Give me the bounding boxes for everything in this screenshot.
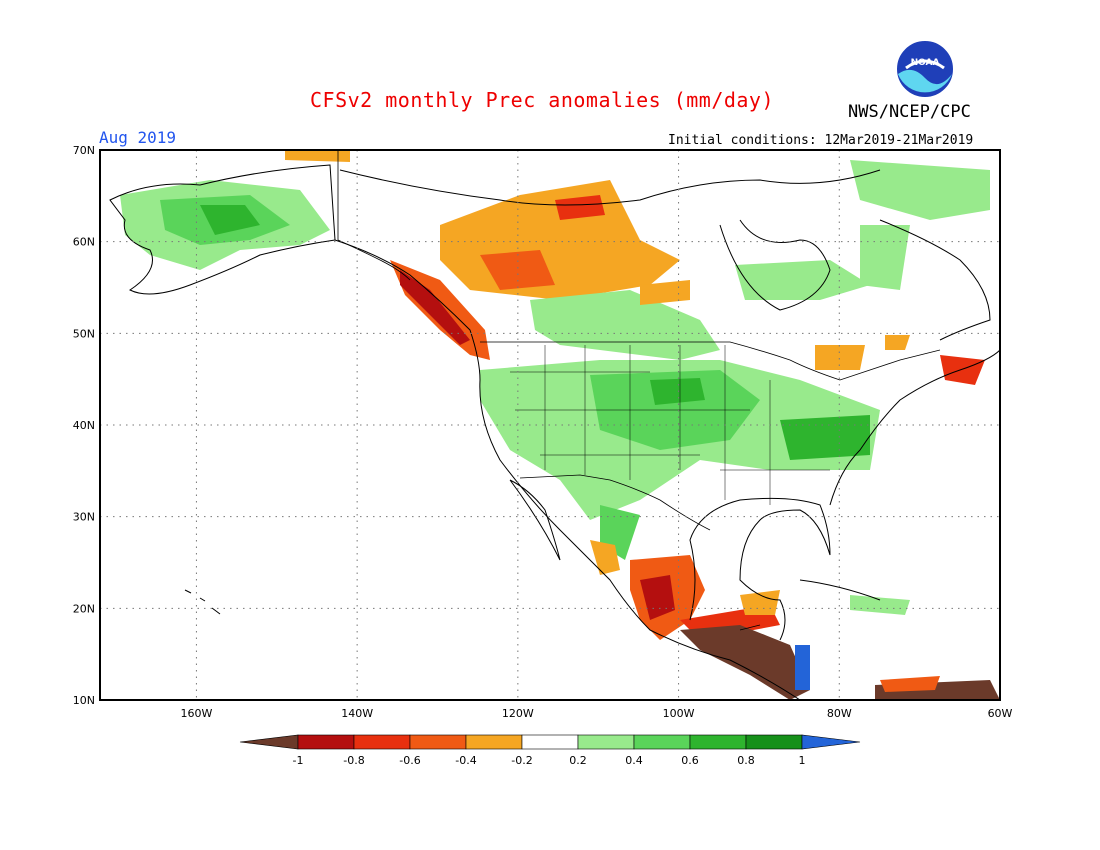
lon-label: 100W (663, 707, 695, 720)
colorbar-label: -0.2 (511, 754, 532, 767)
lon-label: 80W (827, 707, 852, 720)
colorbar: -1 -0.8 -0.6 -0.4 -0.2 0.2 0.4 0.6 0.8 1 (239, 734, 861, 767)
anomaly-arctic-coast-dry (285, 150, 350, 162)
lat-lon-grid (100, 150, 1000, 700)
forecast-month: Aug 2019 (99, 128, 177, 147)
anomaly-quebec-wet (735, 260, 870, 300)
colorbar-label: 0.4 (625, 754, 643, 767)
anomaly-sierra-dry (590, 540, 620, 575)
anomaly-yukon-dry (555, 195, 605, 220)
lat-label: 40N (73, 419, 95, 432)
anomaly-caribbean-wet (850, 595, 910, 615)
lon-label: 140W (341, 707, 373, 720)
border-us-canada (480, 341, 941, 381)
colorbar-label: 1 (799, 754, 806, 767)
map-frame (99, 149, 1001, 701)
anomaly-central-america-wet (795, 645, 810, 690)
colorbar-label: -0.8 (343, 754, 364, 767)
colorbar-swatch (689, 734, 747, 750)
lat-label: 30N (73, 511, 95, 524)
lon-label: 60W (988, 707, 1013, 720)
coastline-pacific (334, 239, 801, 700)
initial-conditions: Initial conditions: 12Mar2019-21Mar2019 (668, 133, 974, 148)
anomaly-maritimes-dry (940, 355, 985, 385)
colorbar-min-arrow (239, 734, 299, 750)
coastline-alaska (109, 164, 336, 295)
anomaly-south-america-dry-edge (880, 676, 940, 692)
noaa-logo: NOAA (895, 39, 955, 99)
axis-labels: 70N 60N 50N 40N 30N 20N 10N 160W 140W 120W 100W 80W… (73, 144, 1013, 720)
coastline-labrador (879, 219, 991, 341)
state-lines (510, 345, 830, 505)
colorbar-swatch (633, 734, 691, 750)
anomaly-great-lakes-dry (815, 345, 865, 370)
colorbar-label: -0.6 (399, 754, 420, 767)
coastlines (109, 164, 1000, 700)
anomaly-ohio-wet-core (780, 415, 870, 460)
border-alaska-canada (337, 150, 411, 281)
colorbar-swatch (745, 734, 803, 750)
colorbar-swatch (465, 734, 523, 750)
anomaly-labrador-wet (850, 160, 990, 220)
colorbar-label: 0.2 (569, 754, 587, 767)
anomaly-ontario-dry (885, 335, 910, 350)
border-mexico-guatemala (739, 624, 761, 631)
lat-label: 20N (73, 602, 95, 615)
colorbar-label: 0.8 (737, 754, 755, 767)
anomaly-nw-canada-dry-core (480, 250, 555, 290)
coastline-baja (509, 479, 561, 561)
coastline-cuba (799, 579, 881, 601)
coastline-hudson-bay (719, 219, 831, 311)
anomaly-central-america-very-dry (680, 625, 810, 700)
lat-label: 50N (73, 327, 95, 340)
lon-label: 120W (502, 707, 534, 720)
agency-label: NWS/NCEP/CPC (848, 102, 971, 122)
colorbar-label: 0.6 (681, 754, 699, 767)
colorbar-swatch (577, 734, 635, 750)
anomaly-sw-ontario-dry (640, 280, 690, 305)
colorbar-label: -0.4 (455, 754, 476, 767)
coastline-arctic (339, 169, 881, 206)
lon-label: 160W (180, 707, 212, 720)
boundaries (337, 150, 941, 631)
noaa-logo-text: NOAA (911, 58, 940, 68)
colorbar-max-arrow (801, 734, 861, 750)
anomaly-prairies-wet (530, 290, 720, 360)
colorbar-swatch (521, 734, 579, 750)
coastline-gulf (689, 497, 831, 641)
coastline-atlantic (829, 349, 1000, 506)
colorbar-swatch (409, 734, 467, 750)
lat-label: 10N (73, 694, 95, 707)
border-us-mexico (519, 474, 711, 531)
colorbar-label: -1 (293, 754, 304, 767)
colorbar-swatch (297, 734, 355, 750)
anomaly-ks-wet-max (650, 378, 705, 405)
colorbar-swatch (353, 734, 411, 750)
anomaly-pnw-coast-dry-core (400, 270, 470, 345)
coastline-hawaii (184, 589, 221, 615)
anomaly-alaska-wet-max (200, 205, 260, 235)
anomaly-hudson-east-wet (860, 225, 910, 290)
lat-label: 60N (73, 236, 95, 249)
map-title: CFSv2 monthly Prec anomalies (mm/day) (310, 88, 775, 112)
lat-label: 70N (73, 144, 95, 157)
